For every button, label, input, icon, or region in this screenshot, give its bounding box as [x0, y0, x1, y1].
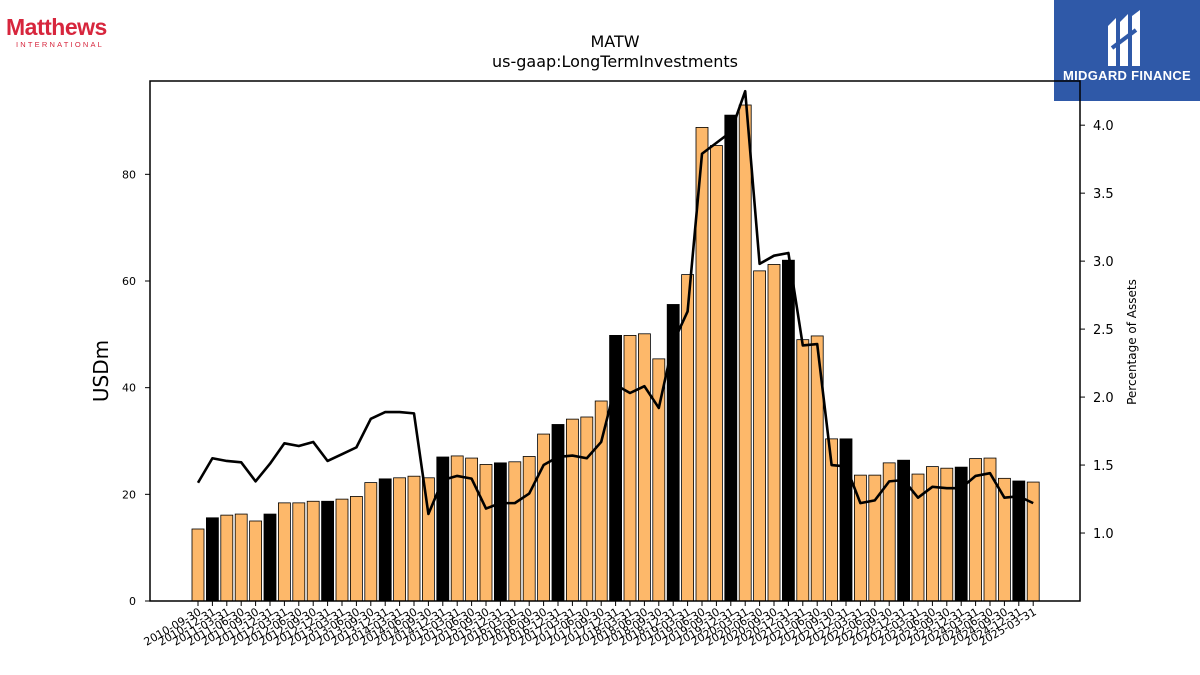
midgard-finance-logo-name: MIDGARD FINANCE [1063, 68, 1191, 83]
bar-2017-03-31 [566, 418, 579, 602]
bar-2012-06-30 [292, 502, 306, 602]
y2-tick-label: 2.5 [1093, 323, 1114, 338]
plot-frame [149, 80, 1081, 602]
midgard-emblem-icon [1108, 10, 1140, 66]
bar-2013-03-31 [335, 498, 349, 602]
bar-2013-12-31 [378, 478, 392, 602]
bar-2016-09-30 [537, 433, 550, 602]
bar-2012-03-31 [277, 502, 291, 602]
bar-2017-12-31 [609, 334, 622, 602]
percentage-of-assets-line [196, 89, 1034, 516]
bar-2016-06-30 [522, 456, 536, 602]
bar-2020-06-30 [753, 270, 766, 602]
bar-2019-12-31 [724, 114, 738, 602]
line-series [196, 89, 1034, 516]
bar-2019-09-30 [710, 145, 723, 602]
bar-2018-09-30 [652, 358, 666, 602]
bar-2012-09-30 [306, 500, 320, 602]
midgard-finance-logo: MIDGARD FINANCE [1054, 0, 1200, 101]
bar-2016-03-31 [508, 461, 522, 602]
bar-2020-03-31 [738, 104, 752, 602]
y-tick-label: 40 [122, 382, 136, 395]
bar-2015-09-30 [479, 464, 493, 602]
y2-tick-label: 1.5 [1093, 459, 1114, 474]
y-axis-label: USDm [89, 340, 113, 402]
bar-2014-06-30 [407, 475, 421, 602]
y-tick-label: 0 [129, 595, 136, 608]
bar-2018-12-31 [666, 304, 680, 602]
bar-2013-09-30 [364, 482, 378, 602]
bar-2018-03-31 [623, 334, 637, 602]
bar-2011-12-31 [263, 513, 277, 602]
bar-2021-12-31 [839, 438, 853, 602]
y2-tick-label: 4.0 [1093, 119, 1114, 134]
bar-2011-06-30 [234, 513, 248, 602]
bar-2014-09-30 [421, 477, 435, 602]
bar-2011-03-31 [220, 514, 234, 602]
chart-title: MATW [590, 32, 640, 51]
matthews-logo: Matthews INTERNATIONAL [6, 14, 116, 49]
bar-2022-09-30 [882, 462, 896, 602]
matthews-logo-name: Matthews [6, 14, 107, 40]
bar-2020-09-30 [767, 264, 781, 602]
bar-2016-12-31 [551, 424, 565, 602]
bar-series [191, 104, 1040, 602]
y2-tick-label: 3.5 [1093, 187, 1114, 202]
y-tick-label: 80 [122, 168, 136, 181]
bar-2010-12-31 [205, 517, 219, 602]
bar-2015-12-31 [493, 462, 507, 602]
y2-tick-label: 3.0 [1093, 255, 1114, 270]
bar-2012-12-31 [321, 500, 335, 602]
chart-subtitle: us-gaap:LongTermInvestments [491, 52, 739, 71]
bar-2018-06-30 [638, 333, 651, 602]
bar-2017-06-30 [580, 416, 594, 602]
matthews-logo-sub: INTERNATIONAL [16, 40, 105, 49]
bar-2011-09-30 [249, 520, 263, 602]
bar-2013-06-30 [349, 496, 363, 602]
y-tick-label: 20 [122, 488, 136, 501]
bar-2020-12-31 [782, 259, 795, 602]
chart-axes: 0204060801.01.52.02.53.03.54.02010-09-30… [89, 80, 1139, 649]
bar-2021-03-31 [796, 339, 810, 602]
y2-axis-label: Percentage of Assets [1125, 279, 1139, 405]
bar-2010-09-30 [191, 528, 205, 602]
y2-tick-label: 2.0 [1093, 391, 1114, 406]
bar-2014-03-31 [393, 477, 407, 602]
bar-2017-09-30 [594, 400, 608, 602]
y-tick-label: 60 [122, 275, 136, 288]
y2-tick-label: 1.0 [1093, 527, 1114, 542]
